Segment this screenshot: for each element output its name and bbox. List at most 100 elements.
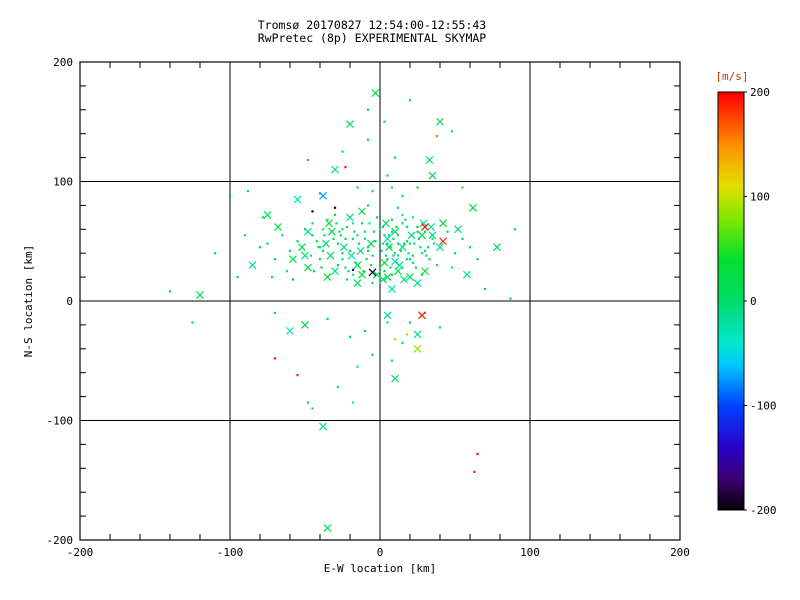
data-point-dot	[404, 218, 407, 221]
data-point-dot	[431, 237, 434, 240]
data-point-dot	[246, 189, 250, 193]
data-point-dot	[390, 273, 394, 276]
colorbar-tick-label: -100	[750, 400, 777, 413]
data-point-dot	[333, 206, 337, 209]
data-point-dot	[380, 249, 383, 252]
data-point-dot	[411, 254, 415, 257]
data-point-cross	[413, 279, 422, 287]
data-point-dot	[363, 237, 367, 240]
data-point-dot	[344, 166, 347, 169]
data-point-cross	[347, 251, 356, 260]
data-point-dot	[351, 268, 355, 272]
data-point-dot	[468, 246, 472, 249]
data-point-dot	[323, 234, 326, 237]
data-point-cross	[358, 270, 366, 279]
data-point-dot	[432, 242, 436, 245]
data-point-cross	[439, 219, 447, 228]
data-point-dot	[513, 228, 517, 231]
data-point-cross	[353, 279, 362, 287]
data-point-dot	[335, 222, 338, 225]
data-point-cross	[371, 89, 380, 97]
x-axis-label: E-W location [km]	[324, 562, 437, 575]
data-point-dot	[390, 218, 394, 221]
data-point-cross	[373, 270, 381, 279]
y-tick-label: 0	[66, 295, 73, 308]
data-point-dot	[383, 120, 386, 123]
data-point-dot	[405, 240, 409, 243]
data-point-cross	[436, 243, 444, 252]
data-point-dot	[453, 252, 457, 255]
data-point-cross	[388, 285, 396, 293]
data-point-dot	[336, 242, 340, 245]
data-point-cross	[356, 246, 365, 255]
data-point-dot	[360, 222, 364, 225]
data-point-dot	[375, 216, 379, 219]
data-point-dot	[389, 246, 392, 249]
data-point-dot	[408, 321, 412, 324]
data-point-dot	[476, 452, 479, 456]
data-point-dot	[396, 254, 400, 257]
data-point-dot	[312, 270, 316, 273]
data-point-dot	[356, 186, 359, 189]
data-point-dot	[386, 174, 389, 177]
data-point-cross	[463, 270, 471, 279]
data-point-dot	[321, 228, 325, 231]
data-point-dot	[258, 246, 262, 249]
data-point-cross	[274, 222, 282, 231]
data-point-cross	[418, 231, 426, 240]
data-point-cross	[391, 374, 399, 383]
data-point-dot	[345, 278, 349, 281]
data-point-dot	[353, 230, 356, 233]
x-tick-label: -200	[67, 546, 94, 559]
data-point-cross	[425, 156, 434, 164]
data-point-dot	[401, 194, 404, 197]
data-point-dot	[366, 108, 370, 111]
data-point-dot	[389, 266, 392, 269]
data-point-dot	[405, 225, 409, 229]
data-point-dot	[483, 287, 487, 291]
axis-tick-labels: -200 -100 0 100 200 -200 -100 0 100 200	[47, 56, 690, 559]
data-point-cross	[391, 257, 399, 266]
data-point-dot	[309, 254, 313, 257]
data-point-dot	[392, 237, 395, 240]
data-point-dot	[396, 234, 400, 237]
data-point-dot	[296, 240, 299, 243]
data-point-dot	[321, 249, 325, 252]
data-point-dot	[266, 242, 269, 245]
data-point-dot	[423, 249, 427, 252]
data-point-dot	[408, 99, 412, 102]
data-point-dot	[408, 242, 412, 245]
data-point-cross	[407, 231, 416, 240]
data-point-dot	[387, 234, 391, 237]
data-point-dot	[236, 276, 239, 279]
data-point-dot	[509, 297, 512, 300]
data-point-dot	[402, 242, 406, 245]
data-point-cross	[421, 267, 429, 276]
data-point-dot	[191, 321, 194, 324]
data-point-dot	[396, 206, 400, 209]
data-point-dot	[347, 270, 350, 273]
data-point-dot	[371, 353, 374, 356]
data-point-dot	[288, 249, 292, 252]
data-point-dot	[326, 317, 329, 321]
data-point-dot	[378, 228, 382, 231]
data-point-dot	[315, 240, 319, 243]
data-point-dot	[318, 246, 322, 249]
data-point-cross	[391, 227, 399, 236]
data-point-cross	[382, 219, 390, 228]
data-point-dot	[363, 230, 367, 233]
data-point-dot	[476, 258, 479, 261]
data-point-cross	[385, 243, 393, 252]
data-point-dot	[428, 258, 431, 261]
data-point-dot	[414, 266, 418, 269]
data-point-dot	[446, 230, 449, 233]
data-point-cross	[368, 268, 377, 277]
data-point-dot	[372, 230, 376, 233]
data-point-dot	[408, 258, 412, 261]
x-tick-label: 100	[520, 546, 540, 559]
y-tick-label: 100	[53, 176, 73, 189]
colorbar-tick-label: 0	[750, 295, 757, 308]
data-point-cross	[380, 258, 389, 267]
y-tick-label: -200	[47, 534, 74, 547]
